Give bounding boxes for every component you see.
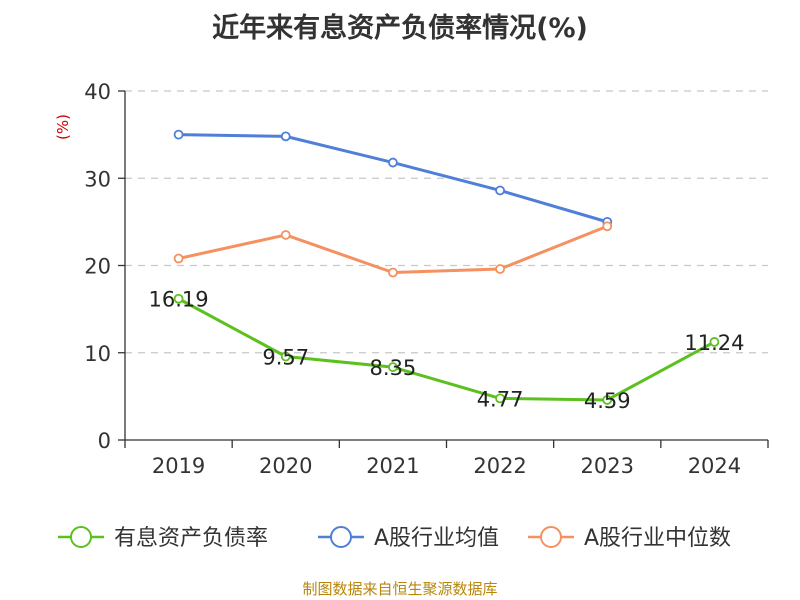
data-point: [709, 337, 720, 347]
data-label: 4.59: [584, 389, 631, 413]
x-tick-label: 2022: [473, 454, 526, 478]
data-label-layer: 16.19 9.57 8.35 4.77 4.59 11.24: [149, 288, 745, 413]
data-point: [280, 230, 291, 240]
data-point: [280, 351, 291, 362]
data-point: [388, 362, 398, 373]
legend-label: A股行业均值: [374, 526, 499, 551]
x-tick-label: 2019: [152, 454, 205, 478]
legend-marker: [540, 526, 562, 548]
data-label: 9.57: [262, 346, 309, 370]
legend: 有息资产负债率 A股行业均值 A股行业中位数: [58, 526, 731, 551]
data-point: [602, 221, 613, 232]
legend-label: A股行业中位数: [584, 526, 731, 551]
y-tick-label: 30: [84, 167, 111, 191]
series-line: [177, 297, 716, 402]
data-point: [173, 293, 184, 304]
data-point: [280, 131, 291, 142]
x-tick-label: 2021: [366, 454, 419, 478]
data-label: 8.35: [370, 356, 417, 380]
data-label: 16.19: [149, 288, 209, 312]
data-label: 4.77: [477, 387, 524, 411]
data-point: [388, 157, 398, 168]
data-point: [602, 395, 613, 405]
data-point: [173, 129, 184, 140]
grid-layer: [125, 90, 768, 354]
data-point: [388, 267, 398, 278]
data-point: [495, 264, 505, 274]
legend-marker: [330, 526, 352, 548]
legend-label: 有息资产负债率: [114, 526, 268, 551]
x-tick-label: 2023: [581, 454, 634, 478]
data-point: [495, 393, 505, 404]
x-tick-label: 2020: [259, 454, 312, 478]
y-tick-label: 20: [84, 255, 111, 279]
data-source-note: 制图数据来自恒生聚源数据库: [302, 580, 498, 598]
axis-layer: 0 10 20 30 40 (%) 2019 2020 2021 2022 2023 2024: [54, 80, 769, 478]
legend-marker: [70, 526, 92, 548]
y-tick-label: 40: [84, 80, 111, 104]
x-tick-label: 2024: [688, 454, 741, 478]
series-layer: [173, 129, 720, 405]
data-point: [495, 185, 505, 196]
y-axis-unit-label: (%): [54, 114, 72, 140]
y-tick-label: 10: [84, 342, 111, 366]
data-label: 11.24: [684, 331, 744, 355]
y-tick-label: 0: [98, 429, 111, 453]
data-point: [173, 253, 184, 264]
chart-title: 近年来有息资产负债率情况(%): [212, 13, 588, 44]
